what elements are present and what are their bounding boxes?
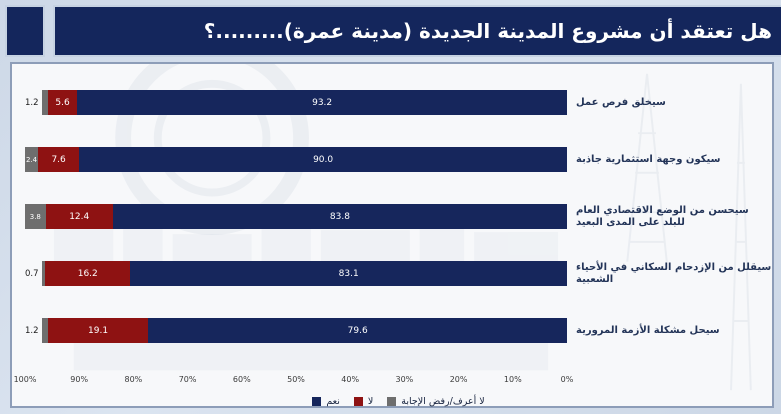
segment-yes: 79.6 [148,318,567,343]
dk-value-outside: 1.2 [25,97,39,108]
segment-no: 19.1 [47,318,149,343]
segment-value: 12.4 [69,211,90,222]
x-axis: 100% 90% 80% 70% 60% 50% 40% 30% 20% 10% 0% [14,375,772,387]
bar-row: 0.7 16.2 83.1 سيقلل من الإزدحام السكاني في … [25,261,772,286]
legend-label: لا أعرف/رفض الإجابة [401,396,485,407]
segment-yes: 83.8 [112,204,567,229]
segment-no: 12.4 [45,204,113,229]
legend-item: لا أعرف/رفض الإجابة [387,396,485,407]
bar-track: 0.7 16.2 83.1 [25,261,567,286]
bar-row: 1.2 5.6 93.2 سيخلق فرص عمل [25,90,772,115]
x-tick-label: 40% [341,375,360,384]
segment-value: 16.2 [77,268,98,279]
segment-value: 93.2 [312,97,333,108]
x-axis-ticks: 100% 90% 80% 70% 60% 50% 40% 30% 20% 10% 0% [14,375,574,387]
segment-yes: 93.2 [77,90,567,115]
segment-dk [41,318,48,343]
segment-dk [41,90,48,115]
segment-no: 16.2 [45,261,131,286]
legend-swatch [312,397,322,406]
axis-spacer [567,375,772,387]
legend: نعم لا لا أعرف/رفض الإجابة [25,396,772,407]
bar-track: 3.8 12.4 83.8 [25,204,567,229]
segment-value: 3.8 [29,212,41,221]
legend-item: نعم [312,396,340,407]
bar-track: 1.2 19.1 79.6 [25,318,567,343]
segment-value: 7.6 [51,154,66,165]
x-tick-label: 0% [560,375,574,384]
segment-value: 79.6 [347,325,368,336]
segment-value: 83.1 [338,268,359,279]
title-accent-square [5,5,45,57]
legend-item: لا [353,396,374,407]
segment-value: 90.0 [313,154,334,165]
dk-value-outside: 0.7 [25,268,39,279]
category-label: سيكون وجهة استثمارية جاذبة [576,153,721,165]
segment-dk: 3.8 [25,204,46,229]
x-tick-label: 100% [13,375,37,384]
category-label: سيحل مشكلة الأزمة المرورية [576,324,720,336]
segment-value: 19.1 [88,325,109,336]
segment-value: 5.6 [55,97,70,108]
x-tick-label: 70% [178,375,197,384]
segment-value: 2.4 [25,155,38,164]
bar-row: 2.4 7.6 90.0 سيكون وجهة استثمارية جاذبة [25,147,772,172]
x-tick-label: 80% [124,375,143,384]
bar-track: 2.4 7.6 90.0 [25,147,567,172]
segment-dk: 2.4 [25,147,39,172]
segment-no: 7.6 [38,147,80,172]
legend-label: نعم [326,396,340,407]
bar-row: 1.2 19.1 79.6 سيحل مشكلة الأزمة المرورية [25,318,772,343]
x-tick-label: 90% [70,375,89,384]
category-label: سيحسن من الوضع الاقتصادي العام للبلد على… [576,205,749,228]
x-tick-label: 30% [395,375,414,384]
bar-row: 3.8 12.4 83.8 سيحسن من الوضع الاقتصادي العا… [25,204,772,229]
x-tick-label: 60% [232,375,251,384]
category-label: سيخلق فرص عمل [576,96,666,108]
page-title: هل تعتقد أن مشروع المدينة الجديدة (مدينة… [203,19,772,43]
x-tick-label: 10% [503,375,522,384]
chart-panel: 1.2 5.6 93.2 سيخلق فرص عمل 2.4 7.6 90.0 سيكون و… [10,62,774,408]
category-label: سيقلل من الإزدحام السكاني في الأحياء الش… [576,262,772,285]
segment-yes: 83.1 [130,261,567,286]
segment-yes: 90.0 [79,147,567,172]
x-tick-label: 50% [287,375,305,384]
bar-chart: 1.2 5.6 93.2 سيخلق فرص عمل 2.4 7.6 90.0 سيكون و… [14,90,772,407]
bar-track: 1.2 5.6 93.2 [25,90,567,115]
title-bar: هل تعتقد أن مشروع المدينة الجديدة (مدينة… [53,5,781,57]
x-tick-label: 20% [449,375,468,384]
legend-swatch [387,397,397,406]
dk-value-outside: 1.2 [24,325,39,336]
segment-no: 5.6 [47,90,78,115]
bar-rows: 1.2 5.6 93.2 سيخلق فرص عمل 2.4 7.6 90.0 سيكون و… [25,90,772,343]
segment-value: 83.8 [329,211,350,222]
legend-swatch [353,397,363,406]
legend-label: لا [367,396,374,407]
segment-dk [41,261,46,286]
